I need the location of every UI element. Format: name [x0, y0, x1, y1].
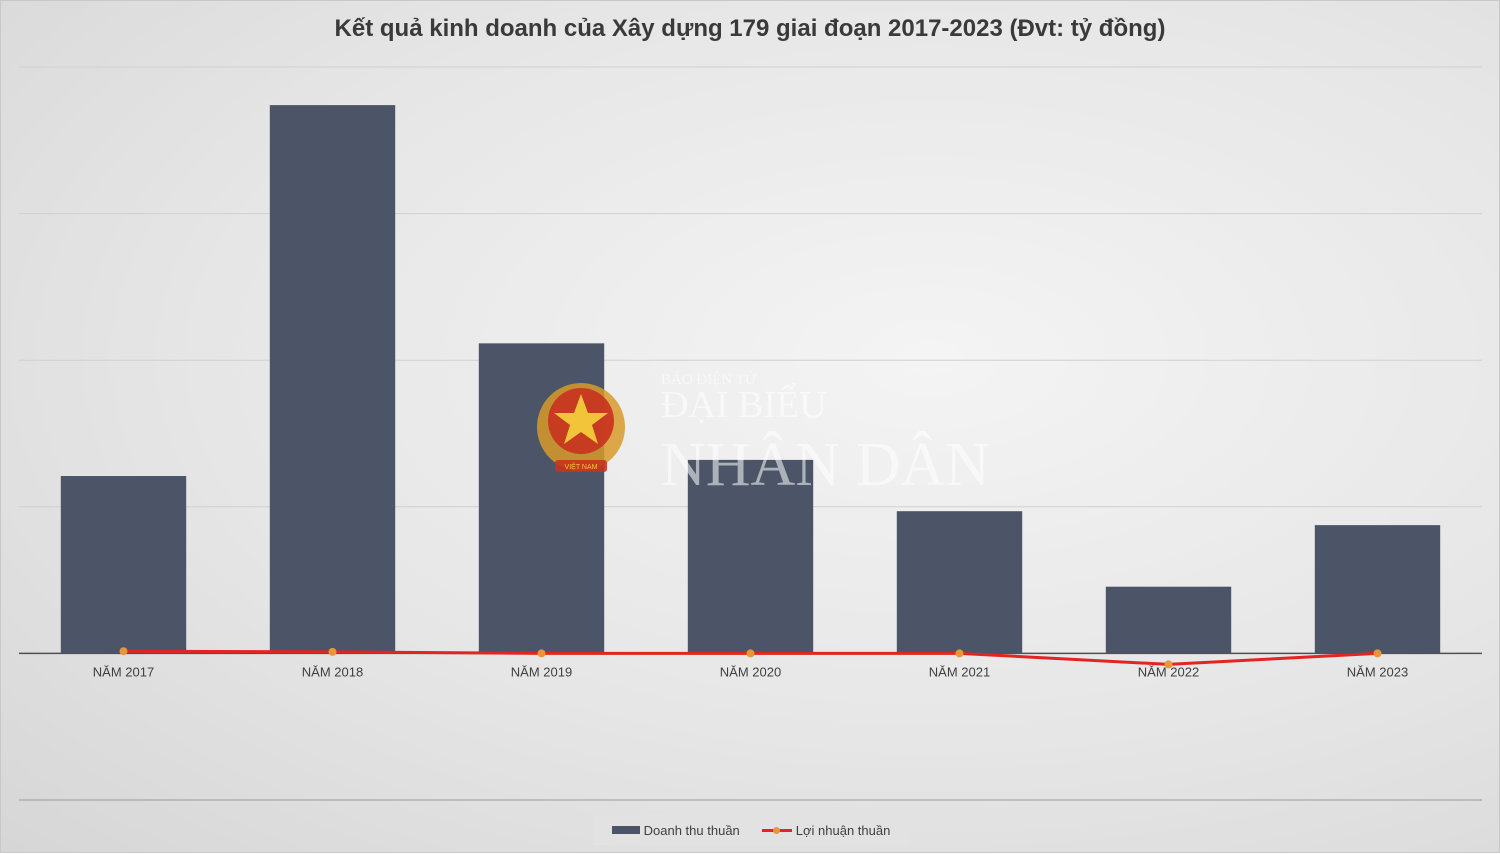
chart-title: Kết quả kinh doanh của Xây dựng 179 giai… [334, 15, 1166, 42]
profit-point [119, 647, 128, 656]
x-tick-label: NĂM 2021 [929, 664, 990, 679]
legend-label-revenue: Doanh thu thuần [643, 822, 740, 838]
x-tick-label: NĂM 2022 [1138, 664, 1199, 679]
legend-item-revenue: Doanh thu thuần [611, 822, 740, 838]
watermark: VIỆT NAM BÁO ĐIỆN TỬ ĐẠI BIỂU NHÂN DÂN [537, 371, 990, 499]
profit-point [1373, 649, 1382, 658]
bar [1314, 525, 1441, 654]
bar [60, 476, 187, 654]
legend-swatch-line [761, 825, 792, 835]
profit-point [1164, 660, 1173, 669]
bar [269, 105, 396, 654]
profit-point [955, 649, 964, 658]
legend-label-profit: Lợi nhuận thuần [795, 822, 891, 838]
bar [1105, 586, 1232, 654]
bar [687, 459, 814, 654]
profit-point [328, 647, 337, 656]
profit-point [746, 649, 755, 658]
profit-point [537, 649, 546, 658]
emblem-text: VIỆT NAM [565, 462, 598, 471]
vietnam-emblem-icon: VIỆT NAM [537, 383, 625, 472]
watermark-line-3: NHÂN DÂN [661, 431, 990, 499]
x-tick-label: NĂM 2020 [720, 664, 781, 679]
legend-swatch-bar [611, 826, 640, 834]
bar [896, 511, 1023, 654]
watermark-line-1: BÁO ĐIỆN TỬ [661, 371, 757, 388]
legend: Doanh thu thuần Lợi nhuận thuần [593, 815, 909, 845]
x-tick-label: NĂM 2019 [511, 664, 572, 679]
x-tick-label: NĂM 2017 [93, 664, 154, 679]
x-tick-label: NĂM 2018 [302, 664, 363, 679]
legend-item-profit: Lợi nhuận thuần [761, 822, 891, 838]
watermark-line-2: ĐẠI BIỂU [661, 383, 827, 426]
x-tick-label: NĂM 2023 [1347, 664, 1408, 679]
